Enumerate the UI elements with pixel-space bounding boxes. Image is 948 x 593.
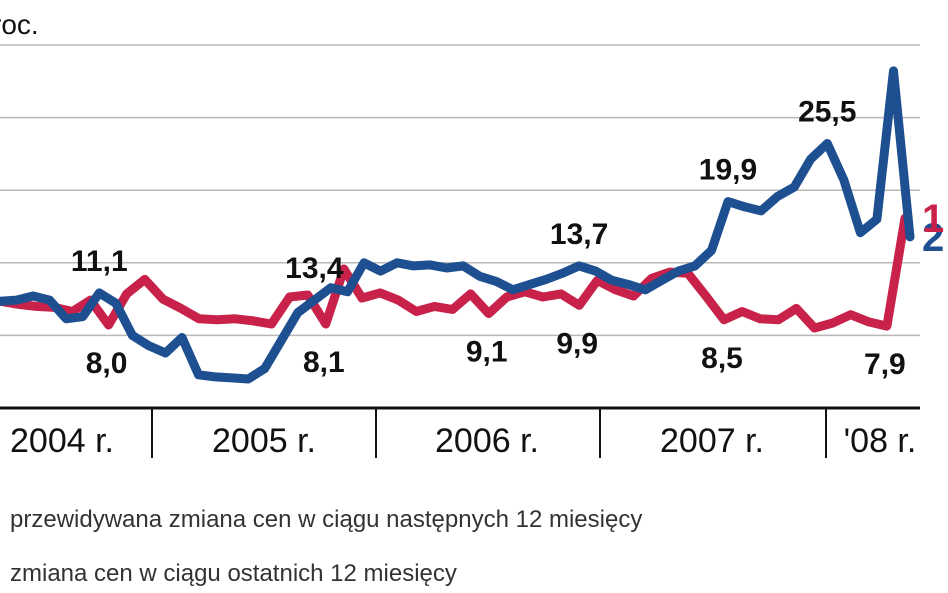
data-label: 9,1 (466, 336, 508, 369)
unit-label: roc. (0, 9, 39, 40)
series-line-expected (0, 66, 915, 384)
series-end-labels: 21 (922, 197, 944, 260)
data-labels: 11,1 13,4 13,7 19,9 25,5 8,0 8,1 9,1 9,9 8,5 7,9 (71, 96, 906, 382)
series-end-label-past: 1 (922, 197, 944, 241)
series-end-label-expected: 2 (922, 216, 944, 260)
series-line-past (0, 213, 910, 333)
data-label: 9,9 (556, 327, 598, 360)
x-axis-tick-labels: 2004 r. 2005 r. 2006 r. 2007 r. '08 r. (10, 422, 916, 460)
legend-item-past: zmiana cen w ciągu ostatnich 12 miesięcy (10, 560, 457, 587)
data-label: 8,1 (303, 346, 345, 379)
x-axis-separators (151, 408, 827, 458)
data-label: 8,5 (701, 342, 743, 375)
x-tick-label: 2005 r. (212, 422, 316, 460)
data-label: 25,5 (798, 96, 856, 129)
legend-item-expected: przewidywana zmiana cen w ciągu następny… (10, 506, 643, 533)
data-label: 11,1 (71, 245, 128, 278)
x-tick-label: 2007 r. (660, 422, 764, 460)
data-label: 13,7 (550, 218, 608, 251)
x-tick-label: 2004 r. (10, 422, 114, 460)
data-label: 8,0 (86, 347, 128, 380)
x-tick-label: 2006 r. (435, 422, 539, 460)
data-label: 19,9 (699, 154, 757, 187)
gridlines (0, 44, 920, 337)
data-label: 7,9 (864, 348, 906, 381)
series-lines (0, 66, 915, 384)
x-tick-label: '08 r. (844, 422, 917, 460)
data-label: 13,4 (285, 252, 344, 285)
